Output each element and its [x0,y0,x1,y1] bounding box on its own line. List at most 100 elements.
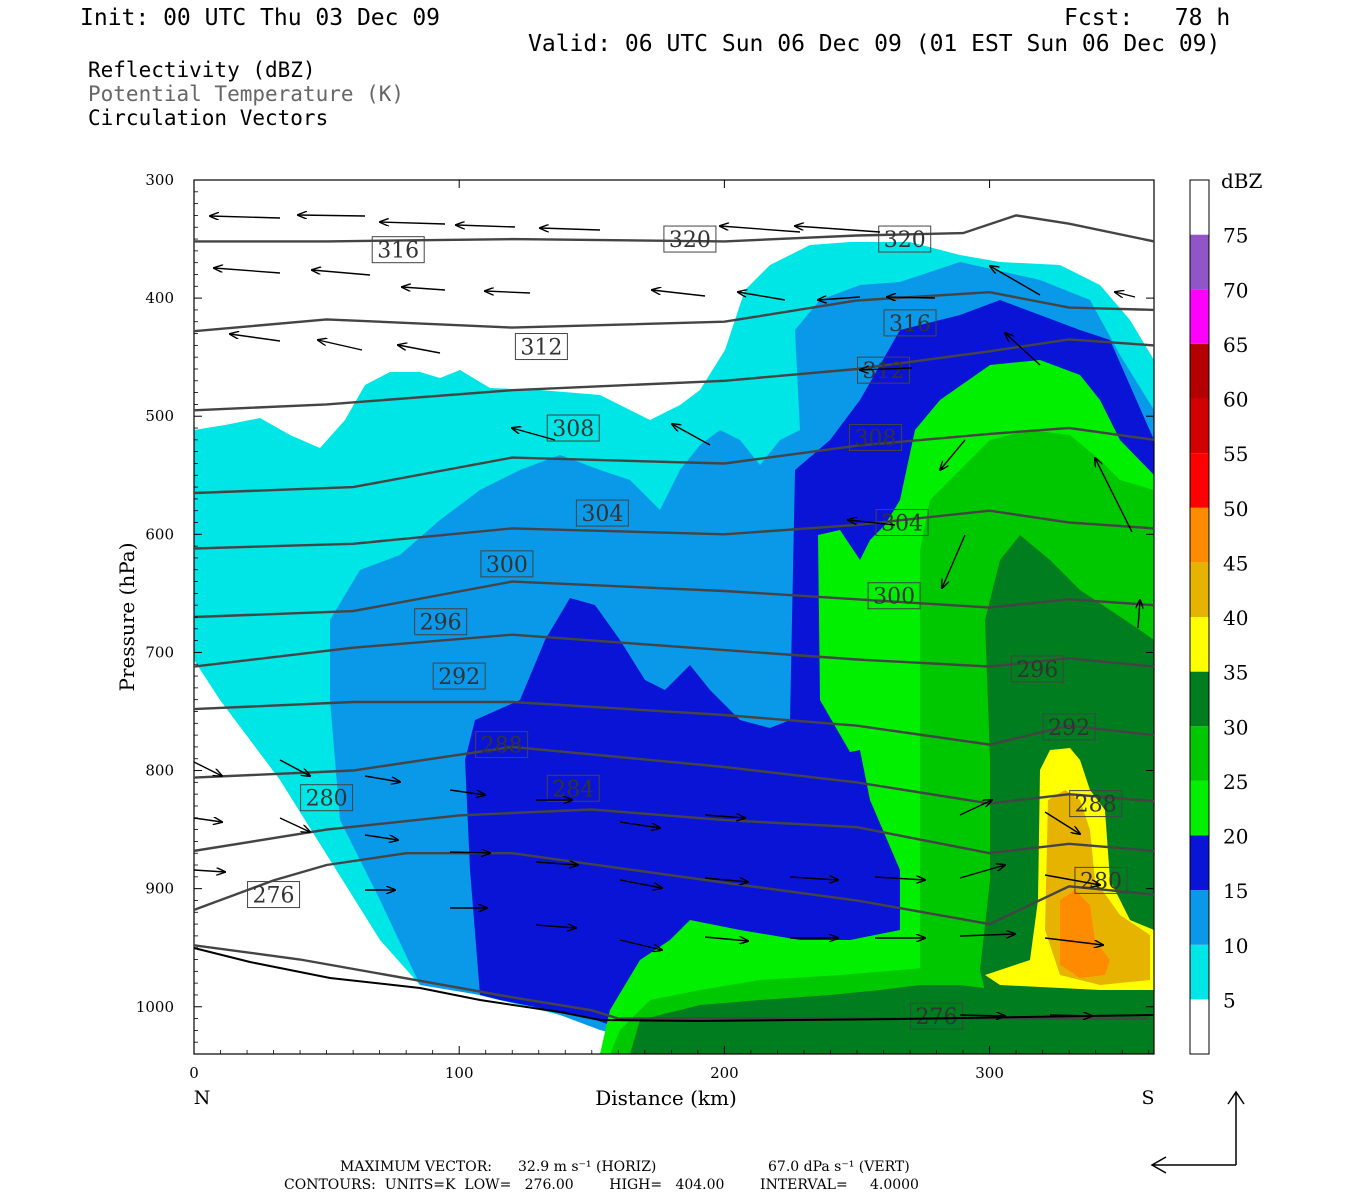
contour-label-box [575,499,629,527]
vector-arrow [672,424,711,446]
vector-arrow [485,291,531,293]
vector-arrow [449,789,485,795]
contour-label-box [546,414,600,442]
colorbar-level: 30 [1223,715,1248,739]
contour-label-box [1010,655,1064,683]
contour-label-box [663,225,717,253]
vector-arrow [652,290,706,297]
reflectivity-label: Reflectivity (dBZ) [88,58,316,82]
vector-arrow [298,215,366,216]
theta-contour-304 [194,509,1154,550]
theta-contour-320 [194,214,1154,243]
contour-label-box [1042,713,1096,741]
contour-label-304: 304 [581,502,623,527]
vector-arrow [619,939,662,950]
vector-arrow [959,1015,1005,1016]
colorbar-swatch [1190,343,1209,399]
colorbar-swatch [1190,289,1209,344]
colorbar-swatch [1190,726,1209,781]
contour-label-box [878,225,932,253]
vector-arrow [230,334,281,342]
vector-arrow [789,877,838,880]
contour-label-288: 288 [1075,793,1117,818]
colorbar-title: dBZ [1221,169,1263,193]
colorbar-level: 60 [1223,388,1248,412]
vector-arrow [959,800,992,816]
colorbar-swatch [1190,398,1209,454]
contour-label-box [480,550,534,578]
contour-label-box [546,774,600,802]
vector-arrow [704,937,748,941]
colorbar-swatch [1190,780,1209,836]
vectors-label: Circulation Vectors [88,106,329,130]
vector-arrow [535,862,578,865]
x-tick-label: 0 [189,1064,199,1082]
vector-arrow [512,428,556,441]
dbz-45-region [1060,890,1110,978]
contour-label-box [371,236,425,264]
theta-contour-308 [194,426,1154,495]
colorbar-swatch [1190,507,1209,563]
vector-arrow [456,225,516,227]
y-tick-label: 800 [145,762,174,780]
theta-contour-296 [194,633,1154,668]
contour-label-box [849,423,903,451]
contour-label-292: 292 [438,665,480,690]
theta-contour-labels: 2762762802802842882882922922962963003003… [247,225,1128,1030]
colorbar-level: 40 [1223,606,1248,630]
vector-arrow [193,818,222,822]
colorbar-level: 55 [1223,442,1248,466]
colorbar-level: 5 [1223,988,1236,1012]
contour-label-312: 312 [863,359,905,384]
vector-arrow [704,878,748,882]
theta-contour-312 [194,338,1154,412]
contour-label-296: 296 [1016,658,1058,683]
vector-arrow [279,817,310,832]
vector-arrow [540,228,601,230]
vector-arrow [940,439,966,470]
contour-label-box [910,1002,964,1030]
contour-label-308: 308 [552,417,594,442]
vector-arrow [1044,811,1080,834]
colorbar-swatch [1190,617,1209,672]
contours-info: CONTOURS: UNITS=K LOW= 276.00 HIGH= 404.… [284,1177,919,1193]
contour-label-316: 316 [889,312,931,337]
vector-arrow [704,815,745,818]
vector-arrow [364,834,398,840]
contour-label-box [857,356,911,384]
contour-label-320: 320 [669,228,711,253]
vector-arrow [720,226,801,233]
south-label: S [1141,1087,1154,1109]
contour-label-276: 276 [253,884,295,909]
contour-label-284: 284 [552,777,594,802]
contour-label-312: 312 [520,336,562,361]
valid-time: Valid: 06 UTC Sun 06 Dec 09 (01 EST Sun … [528,31,1221,57]
theta-contour-284 [194,808,1154,855]
north-label: N [194,1087,211,1109]
vector-arrow [887,297,936,298]
colorbar-swatch [1190,562,1209,617]
theta-contour-316 [194,290,1154,333]
y-tick-label: 700 [145,643,174,661]
init-time: Init: 00 UTC Thu 03 Dec 09 [80,5,441,31]
contour-label-316: 316 [377,239,419,264]
colorbar-level: 75 [1223,224,1248,248]
vector-arrow [738,292,786,301]
vector-arrow [848,520,896,526]
max-vector-label: MAXIMUM VECTOR: [340,1159,492,1175]
contour-label-box [1069,790,1123,818]
contour-label-box [867,582,921,610]
vector-arrow [380,222,446,224]
colorbar-level: 20 [1223,825,1248,849]
reflectivity-field [194,242,1154,1054]
colorbar-swatch [1190,890,1209,945]
colorbar-level: 35 [1223,661,1248,685]
contour-label-box [514,333,568,361]
vector-arrow [318,340,363,351]
contour-label-box [414,608,468,636]
colorbar-swatch [1190,180,1209,235]
vector-arrow [312,270,371,276]
vector-arrow [619,821,660,828]
x-tick-label: 200 [710,1064,739,1082]
